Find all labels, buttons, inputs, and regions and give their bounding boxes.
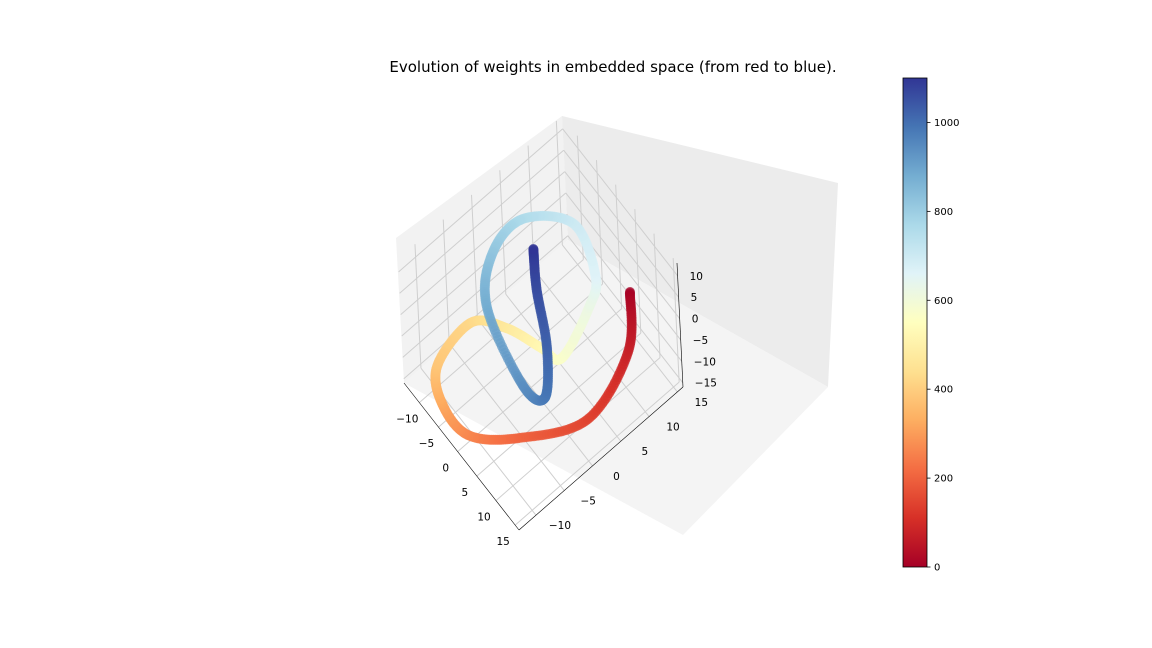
grid-line	[615, 184, 623, 309]
y-axis-ticks: −10 −5 0 5 10 15	[549, 397, 708, 532]
grid-line	[476, 332, 642, 477]
tick-label: 5	[691, 292, 698, 304]
grid-line	[596, 160, 603, 285]
grid-line	[505, 293, 622, 442]
grid-line	[448, 343, 565, 491]
x-axis-ticks: −10−5 05 10 15	[396, 414, 510, 548]
z-axis-ticks: −15 −10 −5 0 5 10	[690, 271, 717, 390]
grid-line	[653, 233, 661, 358]
tick-label: 15	[496, 536, 509, 548]
tick-label: −5	[419, 438, 434, 450]
y-axis-line	[518, 386, 684, 531]
tick-label: −10	[694, 356, 716, 368]
grid-line	[562, 128, 679, 277]
grid-line	[565, 192, 682, 341]
back-pane-left	[396, 116, 568, 383]
trajectory-points	[430, 210, 637, 445]
colorbar-gradient	[902, 77, 928, 568]
z-axis-line	[676, 262, 684, 388]
grid-line	[442, 219, 450, 344]
colorbar-tick-label: 800	[934, 207, 953, 218]
trajectory-point	[528, 244, 539, 254]
grid-line	[563, 149, 680, 298]
tick-label: −10	[396, 414, 418, 426]
grid-line	[457, 308, 622, 452]
back-pane-right	[562, 116, 838, 387]
tick-label: 5	[641, 446, 648, 458]
x-axis-line	[403, 382, 520, 531]
colorbar-tick-label: 600	[934, 296, 953, 307]
tick-label: 10	[690, 271, 703, 283]
tick-label: 5	[461, 487, 468, 499]
colorbar-tick-label: 400	[934, 385, 953, 396]
grid-line	[398, 128, 563, 273]
colorbar-tick-label: 200	[934, 474, 953, 485]
grid-line	[561, 244, 678, 393]
grid-line	[414, 244, 422, 369]
pane-edges	[403, 262, 684, 531]
colorbar: 0 200 400 600 800 1000	[902, 77, 959, 574]
grid-line	[471, 194, 479, 319]
colorbar-ticks: 0 200 400 600 800 1000	[927, 118, 959, 574]
tick-label: 10	[477, 512, 490, 524]
tick-label: −5	[693, 335, 708, 347]
colorbar-tick-label: 1000	[934, 118, 959, 129]
grid-line	[399, 149, 564, 294]
grid-line	[555, 120, 563, 245]
tick-label: −5	[580, 496, 595, 508]
grid-line	[672, 258, 680, 383]
tick-label: 0	[613, 471, 620, 483]
tick-label: −10	[549, 520, 571, 532]
chart-title: Evolution of weights in embedded space (…	[389, 58, 836, 76]
colorbar-tick-label: 0	[934, 563, 940, 574]
tick-label: 15	[695, 397, 708, 409]
tick-label: 0	[442, 463, 449, 475]
grid-line	[438, 283, 603, 428]
grid-line	[564, 171, 681, 319]
grid-line	[514, 381, 680, 526]
tick-label: 0	[692, 314, 699, 326]
grid-line	[533, 269, 650, 417]
grid-line	[634, 209, 642, 334]
grid-line	[400, 171, 566, 315]
tick-label: −15	[695, 378, 717, 390]
tick-label: 10	[666, 422, 679, 434]
